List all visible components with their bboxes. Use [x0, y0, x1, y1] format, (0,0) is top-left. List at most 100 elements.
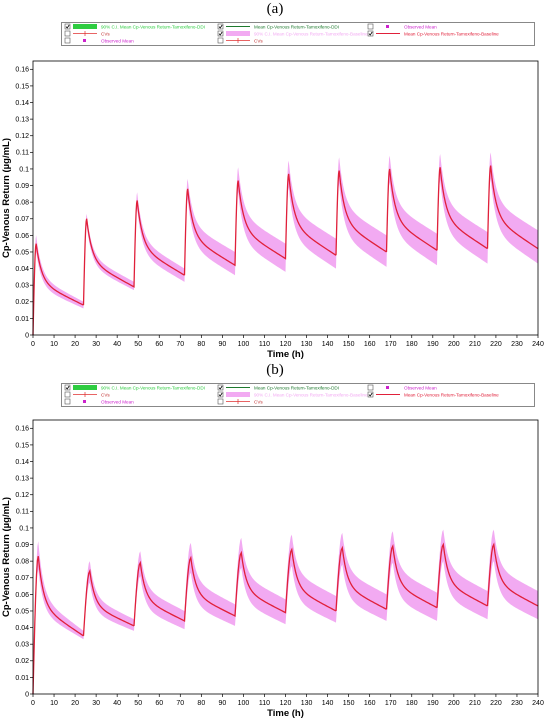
legend-item[interactable]: 90% C.I. Mean Cp-Venous Return-Tamoxifen…: [217, 391, 368, 398]
y-tick-label: 0.12: [15, 133, 29, 140]
x-tick-label: 160: [364, 700, 376, 707]
x-axis-title: Time (h): [267, 708, 304, 719]
legend-checkbox[interactable]: [367, 391, 374, 398]
y-tick-label: 0.08: [15, 559, 29, 566]
legend-svg: 90% C.I. Mean Cp-Venous Return-Tamoxifen…: [64, 23, 499, 44]
y-tick-label: 0.1: [19, 525, 29, 532]
y-tick-label: 0.13: [15, 476, 29, 483]
y-tick-label: 0.02: [15, 658, 29, 665]
x-tick-label: 230: [511, 341, 523, 348]
legend-swatch: [73, 385, 97, 390]
legend-item[interactable]: CVs: [217, 37, 263, 44]
y-tick-label: 0: [25, 332, 29, 339]
legend-label: CVs: [101, 392, 110, 397]
legend-label: Observed Mean: [101, 399, 134, 404]
x-tick-label: 60: [155, 700, 163, 707]
legend-label: Observed Mean: [404, 385, 437, 390]
checkmark-icon: [218, 385, 223, 390]
legend-item[interactable]: 90% C.I. Mean Cp-Venous Return-Tamoxifen…: [217, 30, 368, 37]
x-tick-label: 0: [31, 700, 35, 707]
y-tick-label: 0.11: [16, 150, 29, 157]
legend-label: Observed Mean: [404, 24, 437, 29]
x-tick-label: 230: [511, 700, 523, 707]
x-tick-label: 200: [448, 341, 460, 348]
legend-checkbox[interactable]: [367, 384, 374, 391]
checkmark-icon: [218, 392, 223, 397]
legend-checkbox[interactable]: [64, 23, 71, 30]
checkmark-icon: [218, 31, 223, 36]
y-tick-label: 0.11: [16, 509, 29, 516]
x-tick-label: 200: [448, 700, 460, 707]
legend-item[interactable]: 90% C.I. Mean Cp-Venous Return-Tamoxifen…: [64, 23, 205, 30]
plot-frame: [32, 60, 539, 336]
x-tick-label: 180: [406, 341, 418, 348]
x-tick-label: 110: [259, 700, 270, 707]
legend-item[interactable]: Mean Cp-Venous Return-Tamoxifeno-Baselin…: [367, 30, 499, 37]
x-tick-label: 170: [385, 700, 397, 707]
x-tick-label: 180: [406, 700, 418, 707]
x-tick-label: 210: [469, 700, 481, 707]
legend-checkbox[interactable]: [217, 30, 224, 37]
y-tick-label: 0.15: [15, 83, 29, 90]
x-tick-label: 90: [218, 341, 226, 348]
x-tick-label: 10: [50, 341, 58, 348]
chart-plot-a: 0 10 20 30 40 50 60 70 80 90 100 110 120 130 140 150 160…: [1, 60, 544, 360]
x-axis-title: Time (h): [267, 349, 304, 360]
legend-checkbox[interactable]: [217, 23, 224, 30]
legend-checkbox[interactable]: [217, 384, 224, 391]
legend-label: 90% C.I. Mean Cp-Venous Return-Tamoxifen…: [101, 385, 205, 390]
x-tick-label: 0: [31, 341, 35, 348]
legend-item[interactable]: Mean Cp-Venous Return-Tamoxifeno-DDI: [217, 384, 339, 391]
y-tick-label: 0.04: [15, 266, 29, 273]
y-tick-label: 0.01: [15, 675, 29, 682]
legend-item[interactable]: Observed Mean: [64, 37, 134, 44]
x-tick-label: 220: [490, 700, 502, 707]
legend-checkbox[interactable]: [64, 37, 71, 44]
legend-item[interactable]: CVs: [64, 30, 110, 37]
x-tick-label: 50: [134, 341, 142, 348]
y-axis-title: Cp-Venous Return (µg/mL): [1, 138, 12, 258]
y-tick-label: 0.14: [15, 459, 29, 466]
legend-item[interactable]: CVs: [217, 398, 263, 405]
legend-checkbox[interactable]: [217, 398, 224, 405]
legend-swatch: [226, 31, 250, 36]
legend-checkbox[interactable]: [64, 30, 71, 37]
x-tick-label: 240: [532, 700, 544, 707]
y-tick-label: 0.07: [15, 216, 29, 223]
chart-legend: 90% C.I. Mean Cp-Venous Return-Tamoxifen…: [61, 383, 535, 407]
x-tick-label: 30: [92, 700, 100, 707]
checkmark-icon: [65, 24, 70, 29]
legend-checkbox[interactable]: [64, 384, 71, 391]
x-tick-label: 120: [280, 341, 292, 348]
x-tick-label: 190: [427, 700, 439, 707]
legend-swatch: [83, 39, 86, 42]
legend-checkbox[interactable]: [217, 37, 224, 44]
legend-swatch: [386, 386, 389, 389]
y-tick-label: 0.09: [15, 183, 29, 190]
legend-item[interactable]: 90% C.I. Mean Cp-Venous Return-Tamoxifen…: [64, 384, 205, 391]
y-tick-label: 0: [25, 691, 29, 698]
y-tick-label: 0.06: [15, 233, 29, 240]
legend-checkbox[interactable]: [64, 391, 71, 398]
legend-item[interactable]: Observed Mean: [367, 23, 437, 30]
legend-svg: 90% C.I. Mean Cp-Venous Return-Tamoxifen…: [64, 384, 499, 405]
legend-label: Mean Cp-Venous Return-Tamoxifeno-DDI: [254, 385, 339, 390]
x-tick-label: 10: [50, 700, 58, 707]
legend-checkbox[interactable]: [367, 30, 374, 37]
x-tick-label: 40: [113, 341, 121, 348]
y-axis-title: Cp-Venous Return (µg/mL): [1, 497, 12, 617]
legend-label: CVs: [101, 31, 110, 36]
legend-checkbox[interactable]: [217, 391, 224, 398]
mean-line: [32, 165, 539, 336]
legend-item[interactable]: Mean Cp-Venous Return-Tamoxifeno-Baselin…: [367, 391, 499, 398]
x-tick-label: 20: [71, 700, 79, 707]
y-tick-label: 0.16: [15, 426, 29, 433]
x-tick-label: 150: [343, 341, 355, 348]
legend-item[interactable]: Observed Mean: [367, 384, 437, 391]
legend-checkbox[interactable]: [367, 23, 374, 30]
legend-item[interactable]: Observed Mean: [64, 398, 134, 405]
legend-checkbox[interactable]: [64, 398, 71, 405]
legend-item[interactable]: CVs: [64, 391, 110, 398]
x-tick-label: 140: [322, 341, 334, 348]
legend-item[interactable]: Mean Cp-Venous Return-Tamoxifeno-DDI: [217, 23, 339, 30]
